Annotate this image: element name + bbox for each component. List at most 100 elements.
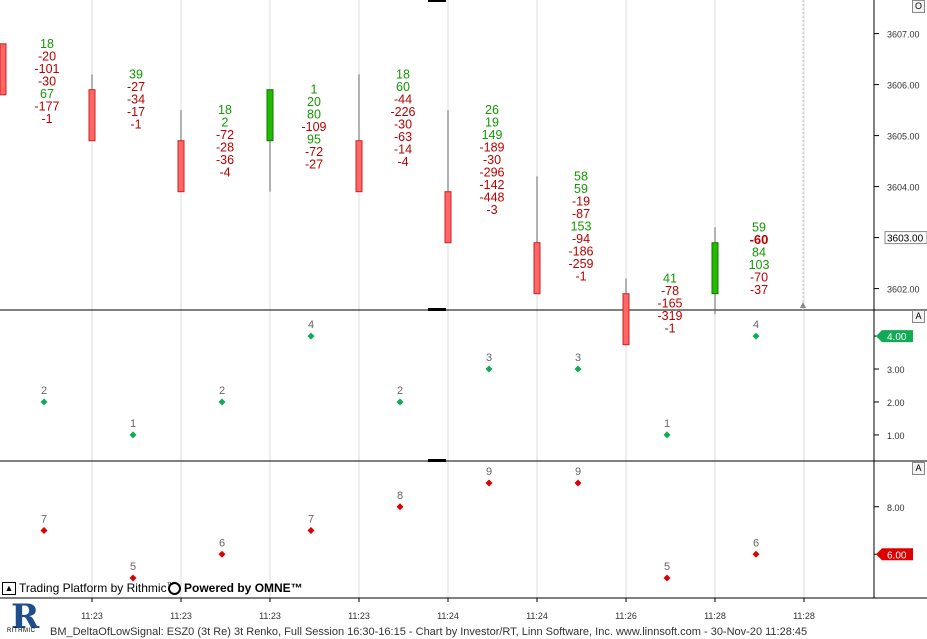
indicator1-panel-options-button[interactable]: A	[912, 310, 925, 323]
delta-label: -1	[664, 321, 675, 335]
current-price-box	[884, 231, 927, 245]
delta-label: -448	[479, 191, 504, 205]
indicator1-value: 2	[219, 385, 225, 397]
indicator2-dot	[396, 503, 404, 511]
indicator2-value: 5	[130, 561, 136, 573]
candle-body	[533, 242, 541, 295]
price-tick-label: 3602.00	[887, 285, 920, 295]
indicator1-value: 1	[664, 418, 670, 430]
indicator2-panel-options-button[interactable]: A	[912, 462, 925, 475]
indicator1-dot	[40, 398, 48, 406]
delta-label: 19	[485, 116, 499, 130]
delta-label: 80	[307, 108, 321, 122]
delta-label: -20	[38, 49, 56, 63]
delta-label: 26	[485, 103, 499, 117]
delta-label: -1	[575, 269, 586, 283]
delta-label: 67	[40, 87, 54, 101]
delta-label: -30	[483, 153, 501, 167]
candle-body	[88, 89, 96, 142]
delta-label: -30	[394, 117, 412, 131]
delta-label: -1	[41, 112, 52, 126]
time-tick-label: 11:26	[615, 611, 637, 621]
delta-label: 2	[222, 116, 229, 130]
candle-body	[177, 140, 185, 193]
indicator-tick-label: 1.00	[887, 431, 905, 441]
indicator2-value: 6	[753, 537, 759, 549]
delta-label: -4	[397, 155, 408, 169]
delta-label: -30	[38, 74, 56, 88]
delta-label: 84	[752, 245, 766, 259]
indicator2-dot	[752, 550, 760, 558]
indicator1-value: 1	[130, 418, 136, 430]
indicator2-value: 9	[486, 466, 492, 478]
indicator1-dot	[574, 365, 582, 373]
indicator1-dot	[663, 431, 671, 439]
delta-label: 18	[40, 37, 54, 51]
delta-label: 39	[129, 67, 143, 81]
logo-subtext: RITHMIC	[7, 628, 36, 634]
delta-label: -177	[34, 99, 59, 113]
indicator1-value: 3	[575, 352, 581, 364]
indicator1-value: 4	[753, 319, 759, 331]
indicator2-value: 6	[219, 537, 225, 549]
rithmic-badge: ▲ Trading Platform by Rithmic™	[2, 581, 174, 596]
indicator2-value: 8	[397, 490, 403, 502]
delta-label: 18	[218, 103, 232, 117]
indicator2-dot	[307, 527, 315, 534]
rithmic-arrow-icon: ▲	[2, 582, 16, 596]
candle-body	[444, 191, 452, 244]
indicator1-value: 2	[41, 385, 47, 397]
indicator2-dot	[574, 479, 582, 487]
delta-label: -78	[661, 284, 679, 298]
indicator1-dot	[129, 431, 137, 439]
indicator2-dot	[485, 479, 493, 487]
time-tick-label: 11:28	[704, 611, 726, 621]
delta-label: -189	[479, 141, 504, 155]
price-panel-options-button[interactable]: O	[912, 0, 925, 13]
delta-label: -319	[657, 309, 682, 323]
delta-label: -14	[394, 142, 412, 156]
time-tick-label: 11:28	[793, 611, 815, 621]
delta-label: -101	[34, 62, 59, 76]
candle-body	[711, 242, 719, 295]
indicator-tick-label: 2.00	[887, 398, 905, 408]
indicator2-value: 5	[664, 561, 670, 573]
indicator2-value: 9	[575, 466, 581, 478]
delta-label: 59	[752, 220, 766, 234]
time-tick-label: 11:23	[259, 611, 281, 621]
panel-notch	[428, 459, 446, 462]
price-tick-label: 3607.00	[887, 30, 920, 40]
delta-label: -165	[657, 296, 682, 310]
delta-label: 41	[663, 271, 677, 285]
time-tick-label: 11:23	[170, 611, 192, 621]
rithmic-text: Trading Platform by Rithmic	[19, 581, 167, 595]
delta-label: -63	[394, 130, 412, 144]
delta-label: -28	[216, 141, 234, 155]
delta-label: -36	[216, 153, 234, 167]
delta-label: -296	[479, 166, 504, 180]
delta-label: -3	[486, 203, 497, 217]
indicator2-value: 7	[41, 514, 47, 526]
indicator1-dot	[307, 332, 315, 340]
delta-label: 1	[311, 83, 318, 97]
delta-label: -142	[479, 178, 504, 192]
indicator1-dot	[485, 365, 493, 373]
delta-label: -186	[568, 244, 593, 258]
delta-label: 60	[396, 80, 410, 94]
delta-label: -27	[305, 158, 323, 172]
delta-label: 149	[482, 128, 503, 142]
candle-body	[622, 293, 630, 346]
indicator1-value: 4	[308, 319, 314, 331]
indicator-current-marker	[876, 330, 913, 343]
indicator2-dot	[663, 574, 671, 582]
delta-label: 59	[574, 182, 588, 196]
candle-body	[266, 89, 274, 142]
indicator1-value: 2	[397, 385, 403, 397]
time-tick-label: 11:24	[437, 611, 459, 621]
delta-label: -226	[390, 105, 415, 119]
indicator-tick-label: 8.00	[887, 503, 905, 513]
delta-label: -72	[305, 145, 323, 159]
delta-label: -70	[750, 270, 768, 284]
price-tick-label: 3606.00	[887, 81, 920, 91]
